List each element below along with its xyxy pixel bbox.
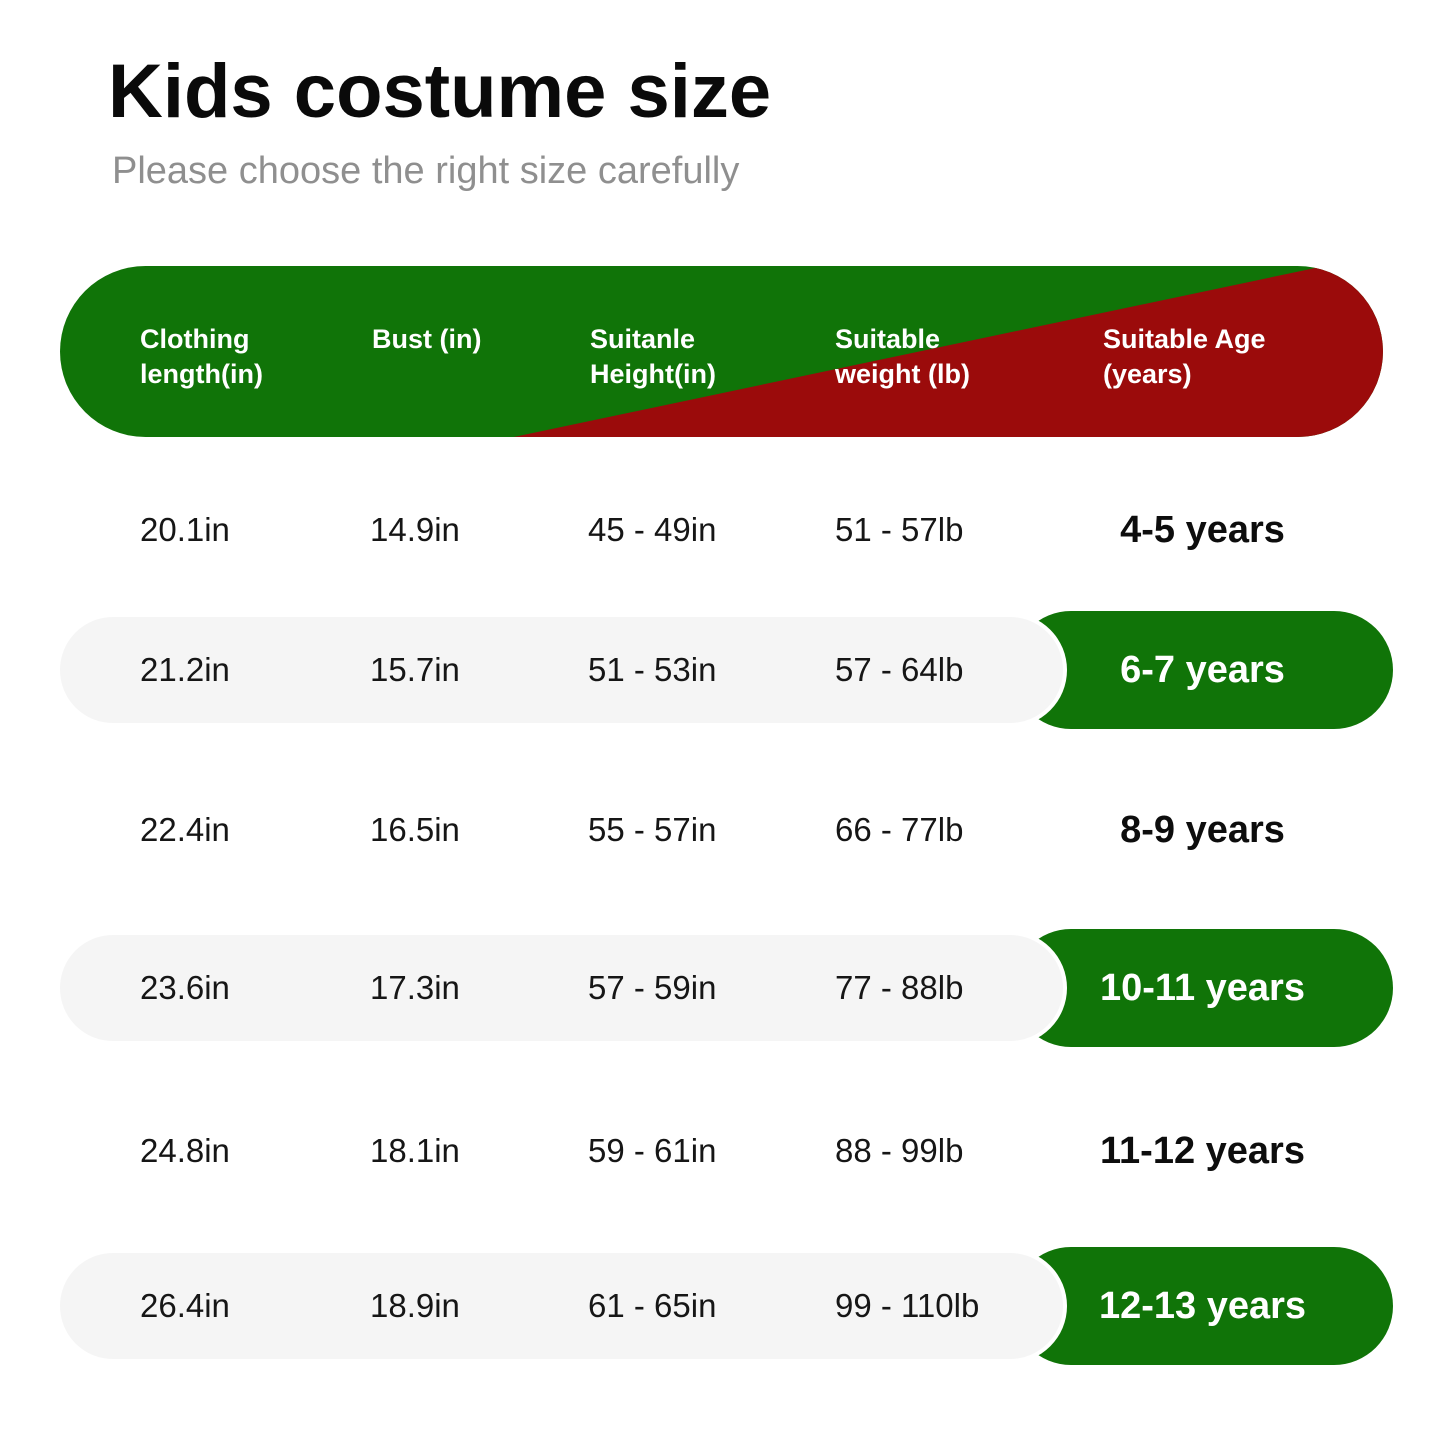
suitable-weight-cell: 99 - 110lb [835, 1287, 980, 1324]
size-row-10-11-years: 23.6in 17.3in 57 - 59in 77 - 88lb 10-11 … [60, 929, 1393, 1047]
size-row-6-7-years: 21.2in 15.7in 51 - 53in 57 - 64lb 6-7 ye… [60, 611, 1393, 729]
bust-cell: 15.7in [370, 651, 460, 688]
column-header-suitable-age: Suitable Age (years) [1103, 324, 1266, 389]
suitable-height-cell: 51 - 53in [588, 651, 717, 688]
suitable-height-cell: 45 - 49in [588, 511, 717, 548]
bust-cell: 18.9in [370, 1287, 460, 1324]
suitable-weight-cell: 57 - 64lb [835, 651, 964, 688]
clothing-length-cell: 26.4in [140, 1287, 230, 1324]
row-background-pill [60, 1253, 1063, 1359]
page-subtitle: Please choose the right size carefully [112, 150, 740, 192]
suitable-age-cell: 10-11 years [1100, 967, 1305, 1009]
table-header-bar: Clothing length(in) Bust (in) Suitanle H… [60, 266, 1383, 437]
suitable-height-cell: 61 - 65in [588, 1287, 717, 1324]
suitable-age-cell: 4-5 years [1120, 509, 1285, 551]
clothing-length-cell: 24.8in [140, 1132, 230, 1169]
size-row-11-12-years: 24.8in 18.1in 59 - 61in 88 - 99lb 11-12 … [60, 1098, 1393, 1204]
size-row-12-13-years: 26.4in 18.9in 61 - 65in 99 - 110lb 12-13… [60, 1247, 1393, 1365]
column-header-suitable-weight: Suitable weight (lb) [835, 324, 970, 389]
bust-cell: 17.3in [370, 969, 460, 1006]
suitable-height-cell: 59 - 61in [588, 1132, 717, 1169]
bust-cell: 14.9in [370, 511, 460, 548]
suitable-age-cell: 12-13 years [1098, 1285, 1307, 1327]
column-header-bust: Bust (in) [372, 324, 482, 354]
suitable-weight-cell: 51 - 57lb [835, 511, 964, 548]
clothing-length-cell: 21.2in [140, 651, 230, 688]
suitable-height-cell: 57 - 59in [588, 969, 717, 1006]
page-title: Kids costume size [108, 49, 772, 134]
age-highlight-pill [1012, 1247, 1393, 1365]
column-header-suitable-height: Suitanle Height(in) [590, 324, 716, 389]
row-background-pill [60, 617, 1063, 723]
bust-cell: 18.1in [370, 1132, 460, 1169]
size-row-4-5-years: 20.1in 14.9in 45 - 49in 51 - 57lb 4-5 ye… [60, 477, 1393, 583]
clothing-length-cell: 23.6in [140, 969, 230, 1006]
age-highlight-pill [1012, 929, 1393, 1047]
row-background-pill [60, 935, 1063, 1041]
suitable-age-cell: 11-12 years [1100, 1130, 1305, 1172]
suitable-age-cell: 6-7 years [1120, 649, 1285, 691]
bust-cell: 16.5in [370, 811, 460, 848]
age-highlight-pill [1012, 611, 1393, 729]
suitable-weight-cell: 88 - 99lb [835, 1132, 964, 1169]
column-header-clothing-length: Clothing length(in) [140, 324, 263, 389]
suitable-weight-cell: 77 - 88lb [835, 969, 964, 1006]
suitable-height-cell: 55 - 57in [588, 811, 717, 848]
clothing-length-cell: 22.4in [140, 811, 230, 848]
size-row-8-9-years: 22.4in 16.5in 55 - 57in 66 - 77lb 8-9 ye… [60, 777, 1393, 883]
clothing-length-cell: 20.1in [140, 511, 230, 548]
suitable-age-cell: 8-9 years [1120, 809, 1285, 851]
suitable-weight-cell: 66 - 77lb [835, 811, 964, 848]
